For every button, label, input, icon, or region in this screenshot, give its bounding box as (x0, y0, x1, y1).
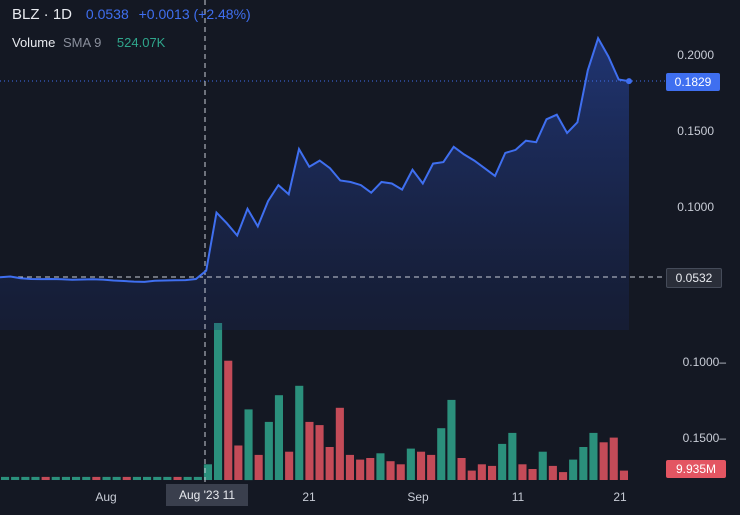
volume-bar (11, 476, 20, 480)
time-axis-tick: 21 (302, 490, 316, 504)
volume-bar (21, 476, 30, 480)
volume-bar (153, 476, 162, 480)
volume-bar (41, 476, 50, 480)
volume-bar (72, 476, 81, 480)
volume-bar (61, 476, 70, 480)
volume-bar (122, 476, 131, 480)
volume-bar (244, 409, 253, 481)
volume-bar (325, 447, 334, 480)
volume-bar (488, 465, 497, 480)
volume-bar (203, 464, 212, 480)
volume-bar (92, 476, 101, 480)
price-axis-tick: 0.1000 (677, 200, 714, 214)
volume-axis-tick: 0.1500– (682, 431, 726, 445)
volume-bar (143, 476, 152, 480)
volume-value: 524.07K (116, 35, 166, 50)
volume-label: Volume (12, 35, 56, 50)
volume-bar (427, 454, 436, 480)
volume-bar (589, 432, 598, 480)
volume-bar (477, 464, 486, 480)
volume-bar (315, 425, 324, 480)
volume-bar (457, 458, 466, 480)
current-price-badge: 0.1829 (666, 73, 720, 91)
volume-bar (609, 437, 618, 480)
volume-bar (417, 451, 426, 480)
volume-bar (183, 476, 192, 480)
crosshair-price-badge: 0.0532 (666, 268, 722, 288)
volume-bar (295, 385, 304, 480)
volume-bar (528, 469, 537, 480)
volume-bar (224, 360, 233, 480)
time-axis-tick: Aug (95, 490, 117, 504)
volume-bar (559, 472, 568, 480)
volume-bar (31, 476, 40, 480)
volume-bar (82, 476, 91, 480)
volume-bar (254, 454, 263, 480)
price-axis-tick: 0.2000 (677, 48, 714, 62)
volume-bar (406, 448, 415, 480)
volume-legend[interactable]: Volume SMA 9 524.07K (12, 35, 165, 50)
volume-bar (285, 451, 294, 480)
volume-bar (437, 428, 446, 480)
volume-bar (335, 407, 344, 480)
last-price-dot (626, 78, 632, 85)
volume-bar (619, 470, 628, 480)
volume-bar (447, 399, 456, 480)
symbol-legend[interactable]: BLZ · 1D 0.0538 +0.0013 (+2.48%) (12, 6, 251, 23)
volume-bar (132, 476, 141, 480)
last-price-value: 0.0538 (85, 6, 129, 22)
volume-bar (264, 421, 273, 480)
volume-bar (112, 476, 121, 480)
volume-bar (376, 453, 385, 480)
volume-bar (214, 323, 223, 480)
volume-bar (386, 461, 395, 480)
volume-bar (356, 459, 365, 480)
volume-bar (274, 395, 283, 480)
symbol-label: BLZ · 1D (12, 6, 73, 23)
volume-bar (498, 443, 507, 480)
volume-bar (366, 458, 375, 480)
time-axis-tick: 21 (613, 490, 627, 504)
time-axis-tick: Sep (407, 490, 429, 504)
volume-bar (579, 447, 588, 480)
volume-bar (345, 454, 354, 480)
price-axis-tick: 0.1500 (677, 124, 714, 138)
volume-bar (518, 464, 527, 480)
volume-bar (508, 432, 517, 480)
volume-bar (467, 470, 476, 480)
volume-bar (548, 465, 557, 480)
volume-bar (1, 476, 10, 480)
volume-bar (102, 476, 111, 480)
price-line (0, 35, 630, 283)
current-volume-badge: 9.935M (666, 460, 726, 478)
volume-bar (173, 476, 182, 480)
time-axis-tick: 11 (511, 490, 525, 504)
volume-bar (234, 445, 243, 480)
volume-bar (569, 459, 578, 480)
sma-label: SMA 9 (63, 35, 102, 50)
volume-bar (396, 464, 405, 480)
crosshair-time-badge: Aug '23 11 (166, 484, 248, 506)
volume-bar (51, 476, 60, 480)
price-area-fill (0, 38, 629, 330)
price-change-value: +0.0013 (+2.48%) (138, 6, 251, 22)
volume-bar (599, 442, 608, 480)
volume-bar (305, 421, 314, 480)
volume-bar (193, 476, 202, 480)
volume-bar (538, 451, 547, 480)
volume-axis-tick: 0.1000– (682, 355, 726, 369)
volume-bar (163, 476, 172, 480)
